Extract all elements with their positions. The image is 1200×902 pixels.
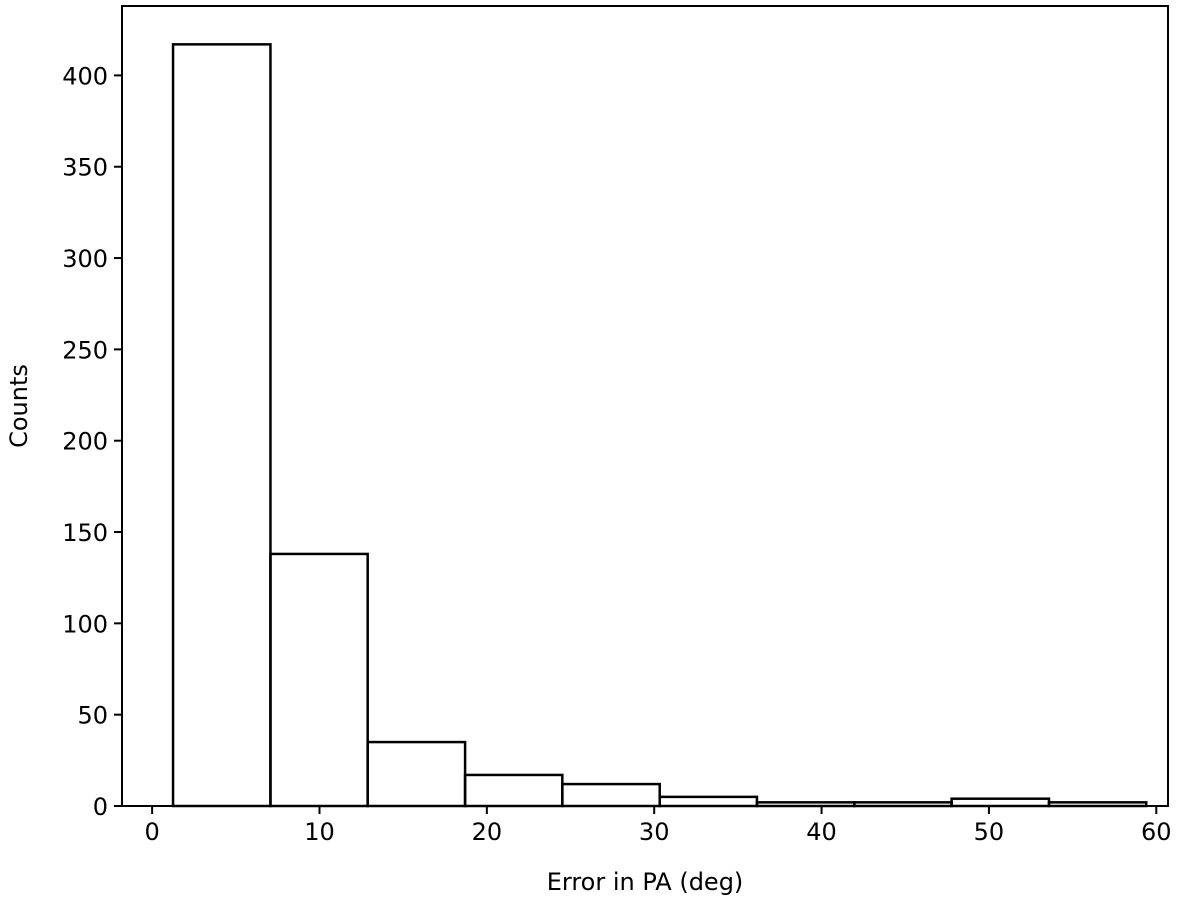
x-tick-label: 40 [806, 818, 837, 846]
y-tick-label: 50 [77, 702, 108, 730]
y-tick-label: 300 [62, 245, 108, 273]
histogram-bar [269, 552, 369, 808]
y-tick-label: 0 [93, 793, 108, 821]
histogram-bar [950, 797, 1051, 808]
y-tick-label: 350 [62, 154, 108, 182]
x-axis-label: Error in PA (deg) [547, 868, 744, 896]
x-tick-label: 0 [144, 818, 159, 846]
x-tick-label: 20 [472, 818, 503, 846]
plot-frame [121, 5, 1169, 807]
histogram-bar [658, 795, 759, 808]
y-tick-label: 100 [62, 610, 108, 638]
x-tick-label: 10 [304, 818, 335, 846]
histogram-bar [366, 740, 467, 808]
x-tick-label: 60 [1141, 818, 1172, 846]
y-tick-label: 400 [62, 62, 108, 90]
y-axis-label: Counts [5, 364, 33, 448]
histogram-bar [171, 43, 272, 808]
histogram-bar [561, 782, 661, 808]
y-tick-label: 250 [62, 336, 108, 364]
y-tick-label: 150 [62, 519, 108, 547]
y-tick-label: 200 [62, 428, 108, 456]
histogram-bar [463, 773, 564, 808]
x-tick-label: 50 [974, 818, 1005, 846]
x-tick-label: 30 [639, 818, 670, 846]
